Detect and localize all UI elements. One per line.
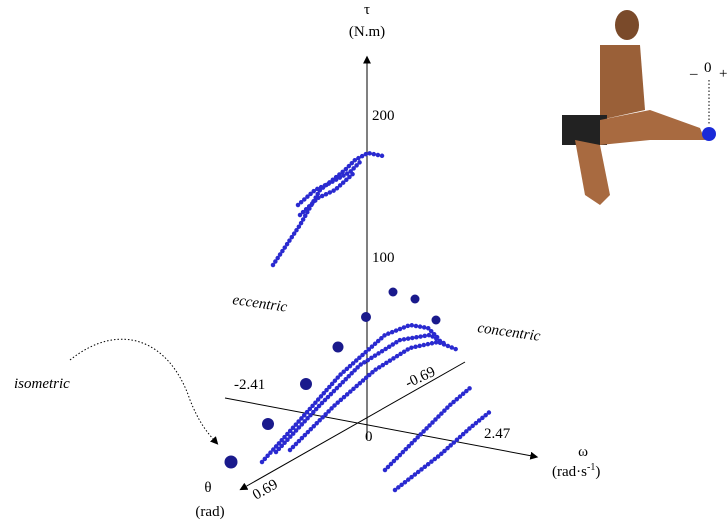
theta-symbol: θ [204, 480, 211, 496]
omega-symbol: ω [578, 444, 588, 460]
label-isometric: isometric [14, 376, 70, 392]
label-concentric: concentric [476, 320, 541, 345]
tau-symbol: τ [364, 2, 370, 18]
tick-label: 100 [372, 250, 395, 266]
inset-minus: – [689, 66, 698, 82]
trajectories [262, 153, 492, 490]
inset-zero: 0 [704, 60, 712, 76]
unit-end: ) [595, 464, 600, 480]
unit: (rad·s [552, 464, 587, 480]
tick-label: -2.41 [234, 377, 265, 393]
tick-label: 200 [372, 108, 395, 124]
tick-label: 2.47 [484, 426, 511, 442]
unit-sup: -1 [587, 462, 595, 473]
figure: τ (N.m) 200 100 0 -2.41 2.47 -0.69 0.69 … [0, 0, 728, 526]
tick-label: 0 [365, 429, 373, 445]
tau-unit: (N.m) [349, 24, 385, 40]
inset-figure: – 0 + [562, 10, 727, 205]
inset-plus: + [719, 66, 727, 82]
label-eccentric: eccentric [231, 292, 288, 316]
annotation-arrow [70, 339, 214, 440]
omega-unit: (rad·s-1) [552, 462, 600, 480]
theta-unit: (rad) [195, 504, 224, 520]
tick-label: 0.69 [250, 476, 281, 503]
